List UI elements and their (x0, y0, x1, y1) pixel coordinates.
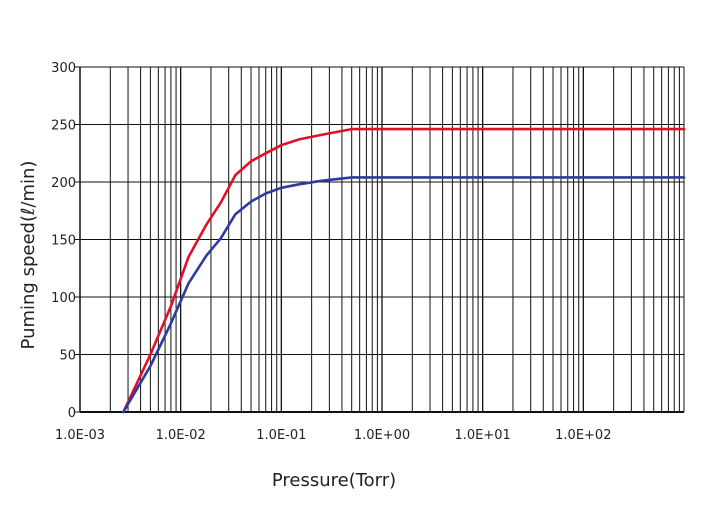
x-tick-label: 1.0E-01 (256, 428, 306, 443)
grid (79, 66, 685, 413)
y-tick-label: 250 (51, 119, 76, 134)
y-tick-label: 50 (59, 349, 76, 364)
series-line-2 (122, 176, 686, 414)
y-tick-label: 150 (51, 234, 76, 249)
y-tick-label: 100 (51, 291, 76, 306)
y-tick-label: 0 (68, 406, 76, 421)
tick-labels: 0 50 100 150 200 250 300 1.0E-03 1.0E-02 1.0E-01 1… (51, 61, 611, 443)
x-tick-label: 1.0E+00 (354, 428, 410, 443)
axes (75, 66, 81, 413)
y-axis-label: Puming speed(ℓ/min) (18, 161, 39, 350)
series-line-1 (122, 127, 686, 414)
series-lines (122, 127, 686, 414)
x-tick-label: 1.0E+01 (455, 428, 511, 443)
x-tick-label: 1.0E-02 (156, 428, 206, 443)
y-tick-label: 200 (51, 176, 76, 191)
x-tick-label: 1.0E-03 (55, 428, 105, 443)
y-tick-label: 300 (51, 61, 76, 76)
x-axis-label: Pressure(Torr) (272, 470, 396, 491)
x-tick-label: 1.0E+02 (555, 428, 611, 443)
